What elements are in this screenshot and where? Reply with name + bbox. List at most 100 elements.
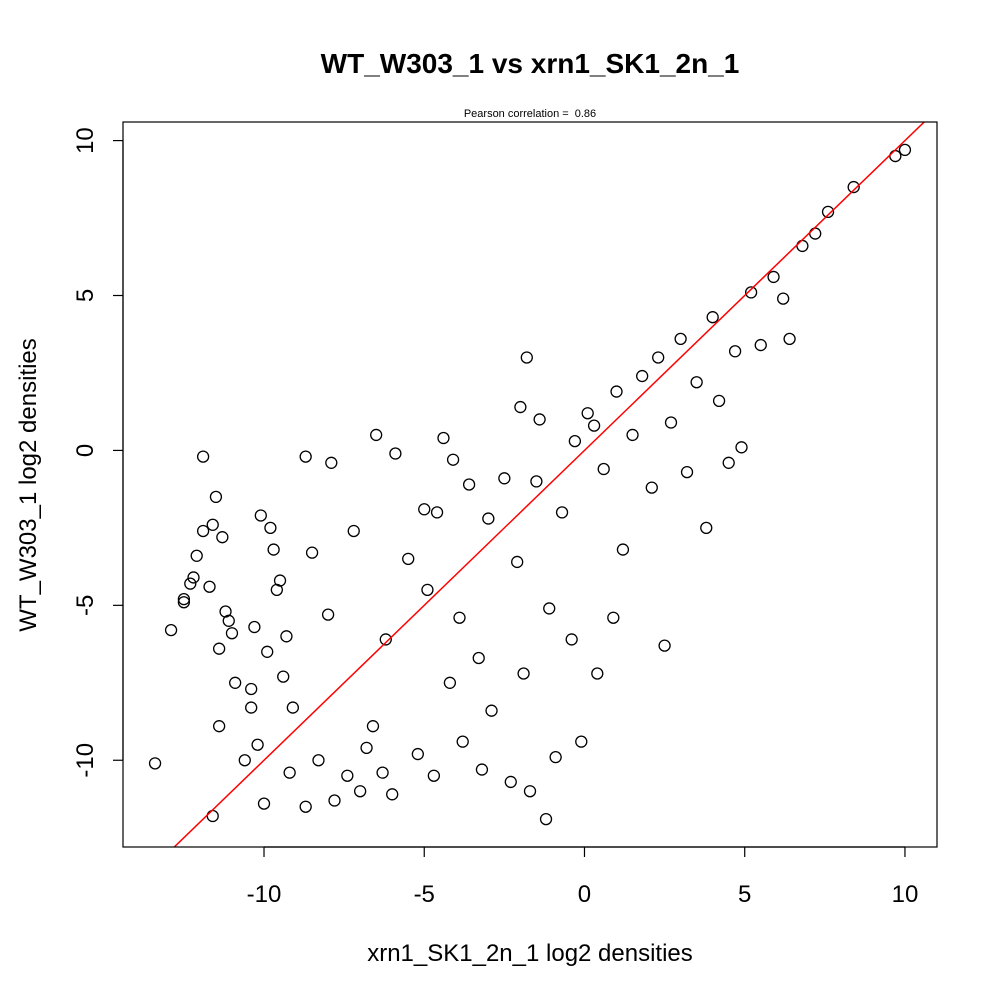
- data-point: [299, 450, 312, 463]
- data-point: [209, 490, 223, 504]
- data-point: [251, 738, 264, 751]
- data-point: [312, 754, 325, 767]
- pearson-label: Pearson correlation =: [464, 108, 572, 120]
- reference-line-layer: [173, 122, 926, 847]
- data-point: [543, 602, 556, 615]
- data-point: [184, 577, 197, 590]
- data-point: [700, 521, 713, 535]
- data-point: [277, 670, 290, 683]
- data-point: [411, 747, 424, 761]
- data-point: [437, 431, 450, 445]
- data-point: [568, 434, 582, 448]
- data-point: [597, 462, 610, 476]
- data-point: [453, 611, 466, 624]
- data-point: [177, 592, 191, 606]
- data-point: [187, 571, 200, 584]
- data-point: [722, 456, 735, 469]
- x-axis: -10 -5 0 5 10: [247, 846, 919, 908]
- data-point: [712, 394, 726, 407]
- data-point: [225, 627, 239, 640]
- data-point: [485, 704, 498, 717]
- pearson-value: 0.86: [575, 108, 596, 120]
- data-point: [370, 428, 383, 442]
- data-point: [206, 809, 219, 823]
- data-point: [430, 506, 444, 519]
- data-point: [530, 475, 543, 488]
- data-point: [386, 788, 399, 801]
- y-tick-label: 5: [72, 289, 99, 302]
- data-point: [376, 766, 389, 779]
- data-point: [821, 205, 835, 219]
- data-point: [783, 332, 796, 346]
- y-tick-label: 10: [72, 127, 99, 154]
- y-tick-label: -10: [72, 743, 99, 778]
- y-axis: -10 -5 0 5 10: [72, 127, 124, 778]
- data-point: [366, 720, 380, 733]
- data-point: [353, 785, 367, 798]
- x-tick-label: 10: [892, 881, 919, 908]
- data-point: [196, 450, 210, 463]
- data-point: [706, 311, 719, 324]
- data-point: [549, 750, 562, 764]
- data-point: [245, 701, 258, 714]
- data-point: [539, 812, 553, 826]
- data-point: [443, 676, 457, 689]
- data-point: [674, 332, 687, 346]
- data-point: [626, 428, 639, 442]
- data-point: [847, 180, 860, 194]
- data-point: [533, 413, 546, 426]
- data-point: [482, 512, 495, 525]
- data-point: [341, 769, 354, 782]
- data-point: [889, 149, 902, 163]
- data-point: [222, 614, 235, 627]
- data-point: [475, 763, 489, 776]
- data-point: [164, 623, 178, 637]
- data-point: [273, 574, 287, 587]
- data-point: [767, 270, 780, 284]
- data-point: [261, 645, 274, 658]
- data-point: [498, 472, 511, 485]
- data-points: [148, 143, 912, 826]
- data-point: [658, 639, 671, 652]
- data-point: [206, 518, 219, 531]
- reference-line: [173, 122, 926, 847]
- data-point: [446, 453, 460, 466]
- data-point: [555, 506, 569, 519]
- data-point: [347, 524, 360, 538]
- data-point: [456, 735, 469, 748]
- y-axis-label: WT_W303_1 log2 densities: [15, 338, 42, 631]
- data-point: [754, 338, 767, 352]
- data-point: [245, 682, 258, 696]
- data-point: [379, 633, 392, 646]
- data-point: [616, 543, 630, 556]
- y-tick-label: -5: [72, 595, 99, 616]
- data-point: [418, 503, 431, 516]
- data-point: [504, 775, 517, 789]
- data-point: [325, 456, 338, 469]
- data-point: [190, 549, 203, 562]
- data-point: [652, 351, 665, 364]
- data-point: [203, 580, 216, 593]
- data-point: [520, 351, 533, 364]
- data-point: [680, 465, 694, 479]
- data-point: [565, 633, 578, 646]
- data-point: [283, 766, 296, 779]
- data-point: [196, 524, 210, 538]
- data-point: [257, 797, 271, 810]
- data-point: [517, 667, 530, 680]
- data-point: [264, 521, 277, 535]
- data-point: [360, 741, 373, 755]
- data-point: [216, 531, 229, 544]
- data-point: [796, 239, 809, 253]
- data-point: [212, 720, 226, 733]
- data-point: [645, 481, 658, 494]
- data-point: [177, 596, 191, 609]
- data-point: [777, 292, 790, 305]
- x-tick-label: 5: [738, 881, 751, 908]
- plot-frame: [122, 121, 938, 848]
- data-point: [523, 785, 537, 798]
- data-point: [321, 608, 335, 621]
- data-point: [267, 543, 280, 556]
- data-point: [421, 583, 434, 596]
- data-point: [587, 419, 601, 432]
